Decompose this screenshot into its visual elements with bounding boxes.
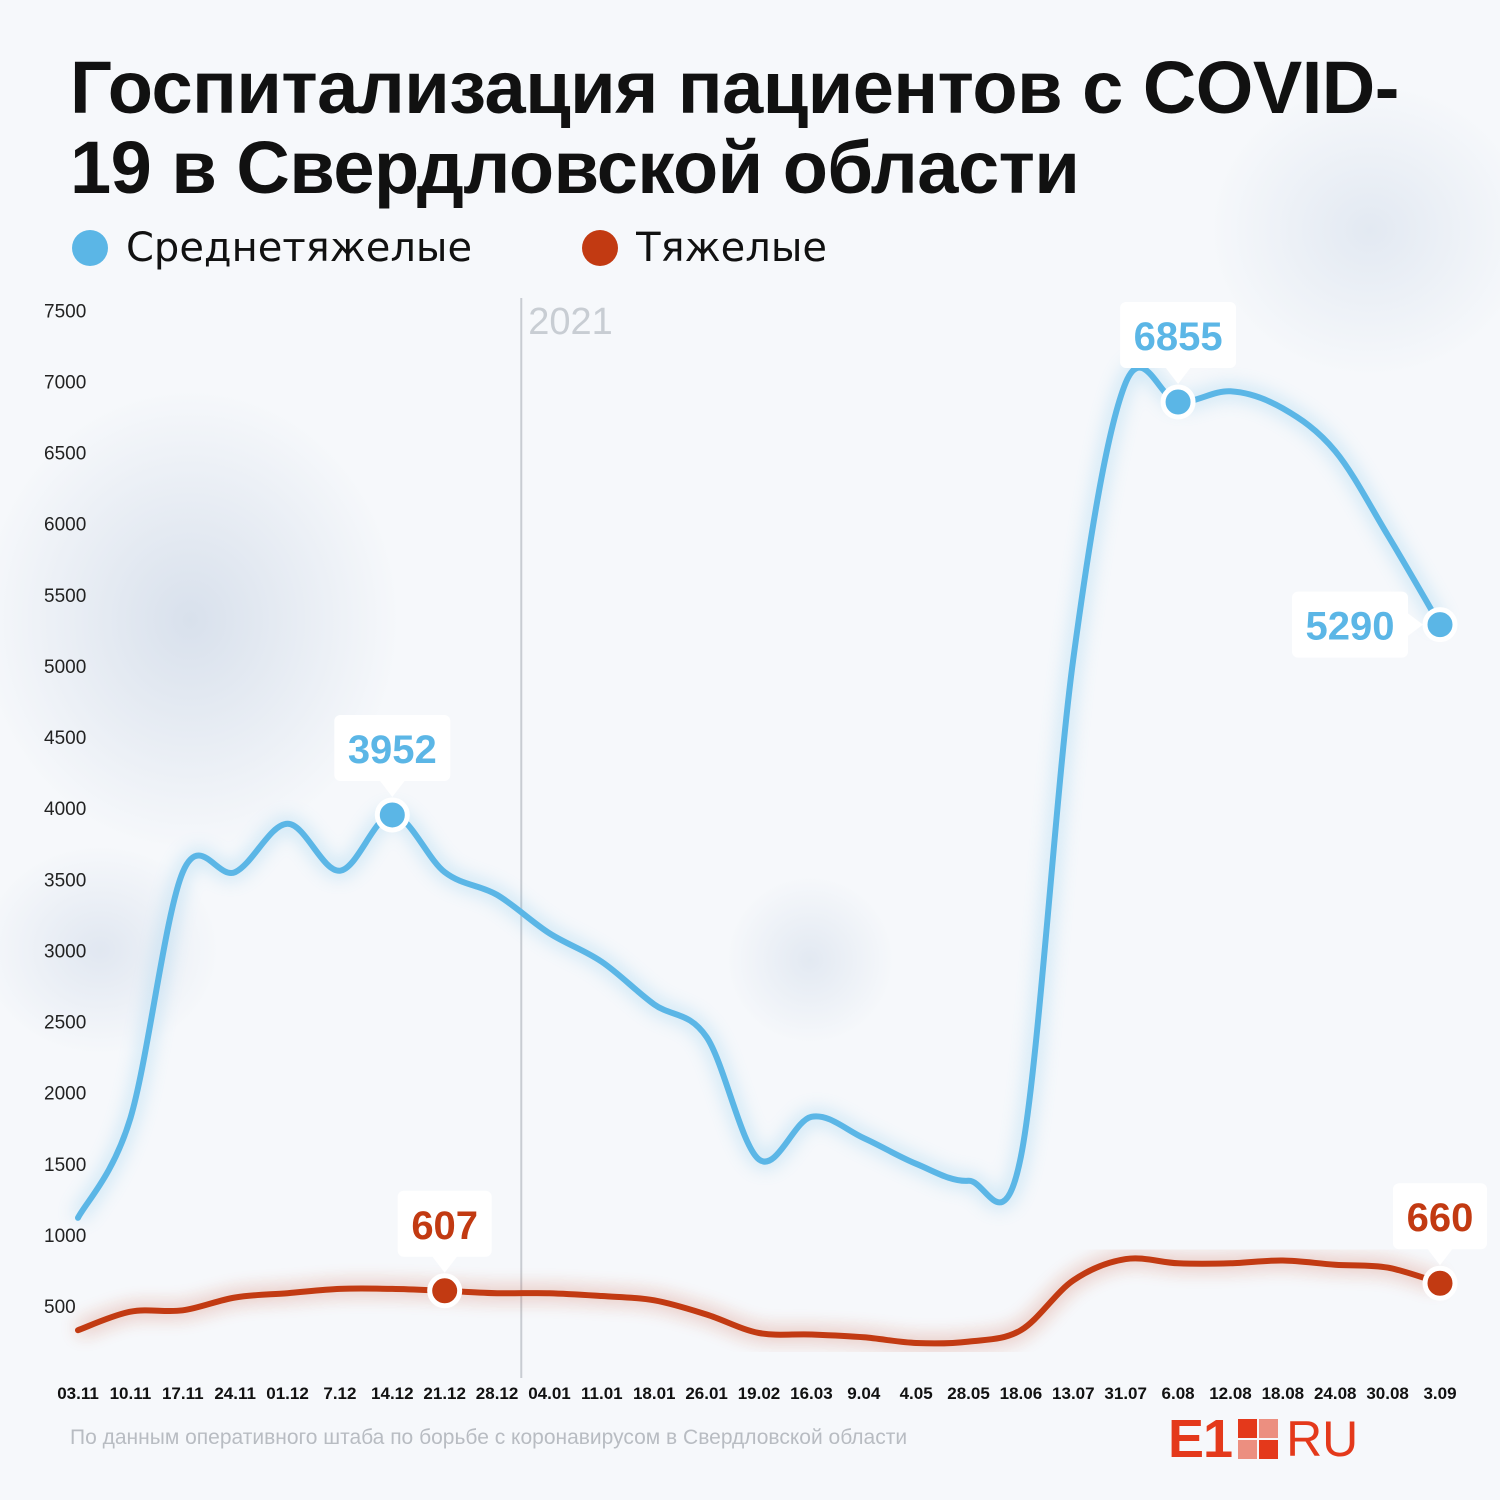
x-tick-label: 28.12 <box>476 1384 519 1403</box>
legend: Среднетяжелые Тяжелые <box>72 220 937 276</box>
highlight-point <box>427 1273 463 1309</box>
y-tick-label: 4500 <box>44 728 86 749</box>
x-tick-label: 01.12 <box>266 1384 309 1403</box>
x-tick-label: 19.02 <box>738 1384 781 1403</box>
y-tick-label: 1000 <box>44 1226 86 1247</box>
e1-logo: E1 RU <box>1168 1409 1359 1469</box>
x-tick-label: 18.06 <box>1000 1384 1043 1403</box>
x-tick-label: 11.01 <box>581 1384 623 1403</box>
y-tick-label: 5000 <box>44 657 86 678</box>
x-tick-label: 28.05 <box>947 1384 990 1403</box>
x-tick-label: 12.08 <box>1209 1384 1252 1403</box>
y-tick-label: 2500 <box>44 1013 86 1034</box>
callout-box <box>1120 302 1237 369</box>
legend-item-moderate: Среднетяжелые <box>72 225 472 271</box>
year-label: 2021 <box>528 301 613 343</box>
y-tick-label: 6500 <box>44 444 86 465</box>
y-tick-label: 500 <box>44 1297 76 1318</box>
y-tick-label: 7000 <box>44 372 86 393</box>
logo-ru-text: RU <box>1286 1411 1359 1467</box>
legend-item-severe: Тяжелые <box>582 225 827 271</box>
highlight-point <box>374 797 410 833</box>
callout-pointer <box>379 779 406 797</box>
x-tick-label: 13.07 <box>1052 1384 1095 1403</box>
x-tick-label: 24.11 <box>214 1384 256 1403</box>
logo-squares-icon <box>1238 1419 1279 1459</box>
legend-label-moderate: Среднетяжелые <box>126 225 473 271</box>
callout-box <box>1292 591 1408 658</box>
logo-e1-text: E1 <box>1168 1409 1233 1469</box>
highlight-point <box>1160 384 1196 420</box>
callout-box <box>1393 1183 1487 1250</box>
callout-pointer <box>1427 1248 1453 1266</box>
callout-pointer <box>1165 367 1192 385</box>
x-tick-label: 30.08 <box>1366 1384 1409 1403</box>
y-tick-label: 4000 <box>44 799 86 820</box>
x-tick-label: 16.03 <box>790 1384 833 1403</box>
callout-label: 660 <box>1407 1196 1474 1240</box>
x-tick-label: 24.08 <box>1314 1384 1357 1403</box>
y-tick-label: 2000 <box>44 1084 86 1105</box>
y-tick-label: 5500 <box>44 586 86 607</box>
x-tick-label: 4.05 <box>900 1384 933 1403</box>
y-tick-label: 3000 <box>44 941 86 962</box>
highlight-point <box>1422 1265 1458 1301</box>
x-tick-label: 31.07 <box>1104 1384 1147 1403</box>
callout-label: 6855 <box>1134 315 1223 359</box>
callout-label: 5290 <box>1306 605 1395 649</box>
highlight-point <box>1422 607 1458 643</box>
x-tick-label: 7.12 <box>323 1384 356 1403</box>
callout-pointer <box>1407 612 1423 637</box>
x-tick-label: 3.09 <box>1423 1384 1456 1403</box>
x-tick-label: 04.01 <box>528 1384 571 1403</box>
x-tick-label: 03.11 <box>57 1384 99 1403</box>
series-line-1 <box>75 1255 1443 1347</box>
source-note: По данным оперативного штаба по борьбе с… <box>70 1426 908 1449</box>
chart-title: Госпитализация пациентов с COVID-19 в Св… <box>70 46 1399 209</box>
series-line-0 <box>75 364 1443 1221</box>
x-tick-label: 17.11 <box>162 1384 204 1403</box>
x-tick-label: 18.08 <box>1262 1384 1305 1403</box>
callout-label: 607 <box>411 1204 478 1248</box>
x-tick-label: 14.12 <box>371 1384 414 1403</box>
x-tick-label: 18.01 <box>633 1384 676 1403</box>
y-tick-label: 7500 <box>44 301 86 322</box>
callout-box <box>397 1190 492 1257</box>
callout-box <box>334 714 451 781</box>
x-tick-label: 21.12 <box>423 1384 466 1403</box>
y-tick-label: 6000 <box>44 515 86 536</box>
callout-label: 3952 <box>348 728 437 772</box>
y-tick-label: 1500 <box>44 1155 86 1176</box>
legend-label-severe: Тяжелые <box>636 225 828 271</box>
x-tick-label: 9.04 <box>847 1384 881 1403</box>
legend-swatch-severe <box>582 230 619 266</box>
legend-swatch-moderate <box>72 230 108 266</box>
x-tick-label: 10.11 <box>110 1384 152 1403</box>
x-tick-label: 6.08 <box>1162 1384 1195 1403</box>
x-tick-label: 26.01 <box>685 1384 728 1403</box>
series-glow-0 <box>71 360 1447 1222</box>
callout-pointer <box>431 1255 458 1273</box>
y-tick-label: 3500 <box>44 870 86 891</box>
